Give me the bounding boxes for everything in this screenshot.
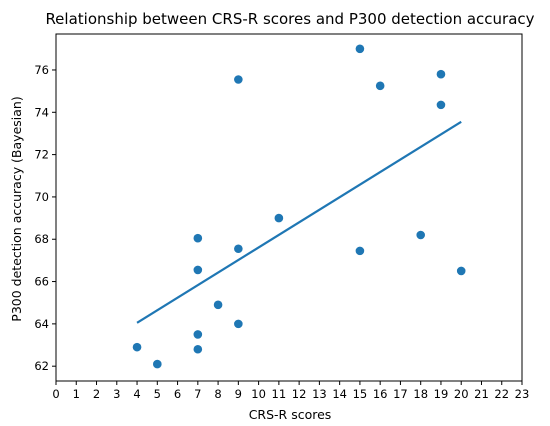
x-tick-label: 14	[332, 387, 347, 401]
x-tick-label: 3	[113, 387, 120, 401]
x-tick-label: 17	[393, 387, 408, 401]
y-tick-label: 62	[34, 359, 49, 373]
data-point	[234, 244, 243, 254]
data-point	[213, 300, 223, 310]
plot-area	[132, 44, 466, 369]
x-tick-label: 2	[93, 387, 100, 401]
x-tick-label: 12	[292, 387, 307, 401]
data-point	[436, 100, 446, 110]
data-point	[355, 246, 365, 256]
y-tick-label: 76	[34, 63, 49, 77]
x-tick-label: 21	[474, 387, 489, 401]
trend-line	[136, 120, 462, 324]
x-tick-label: 5	[154, 387, 161, 401]
x-tick-label: 18	[413, 387, 428, 401]
x-tick-label: 23	[515, 387, 530, 401]
x-axis-label: CRS-R scores	[249, 407, 332, 422]
x-tick-label: 11	[272, 387, 287, 401]
plot-frame	[55, 33, 523, 382]
y-tick-label: 68	[34, 232, 49, 246]
y-tick-label: 66	[34, 275, 49, 289]
x-tick-label: 20	[454, 387, 469, 401]
chart-title: Relationship between CRS-R scores and P3…	[45, 10, 534, 28]
y-tick-label: 64	[34, 317, 49, 331]
x-tick-label: 22	[494, 387, 509, 401]
y-tick-label: 70	[34, 190, 49, 204]
data-point	[416, 230, 425, 240]
data-point	[153, 359, 162, 369]
data-point	[193, 330, 203, 339]
data-point	[375, 81, 385, 91]
data-point	[193, 265, 203, 275]
data-point	[193, 344, 203, 354]
x-tick-label: 19	[434, 387, 449, 401]
data-point	[456, 266, 466, 276]
data-point	[355, 44, 365, 54]
y-axis: 62 64 66 68 70 72 74 76	[34, 63, 56, 373]
data-point	[436, 69, 446, 79]
x-tick-label: 16	[373, 387, 388, 401]
x-tick-label: 0	[52, 387, 59, 401]
y-tick-label: 74	[34, 105, 49, 119]
x-tick-label: 8	[214, 387, 221, 401]
data-point	[193, 233, 203, 243]
x-tick-label: 10	[251, 387, 266, 401]
y-axis-label: P300 detection accuracy (Bayesian)	[9, 96, 24, 321]
x-tick-label: 6	[174, 387, 181, 401]
data-point	[274, 213, 284, 223]
data-point	[132, 342, 142, 352]
x-tick-label: 9	[235, 387, 242, 401]
x-tick-label: 1	[73, 387, 80, 401]
x-tick-label: 15	[353, 387, 368, 401]
y-tick-label: 72	[34, 148, 49, 162]
x-tick-label: 13	[312, 387, 327, 401]
data-point	[234, 75, 243, 84]
x-axis: 0 1 2 3 4 5 6 7 8 9 10 11 12 13 14 15 16 17 18 19 20 21 22 23	[52, 381, 529, 401]
x-tick-label: 4	[133, 387, 140, 401]
x-tick-label: 7	[194, 387, 201, 401]
data-point	[234, 319, 243, 329]
